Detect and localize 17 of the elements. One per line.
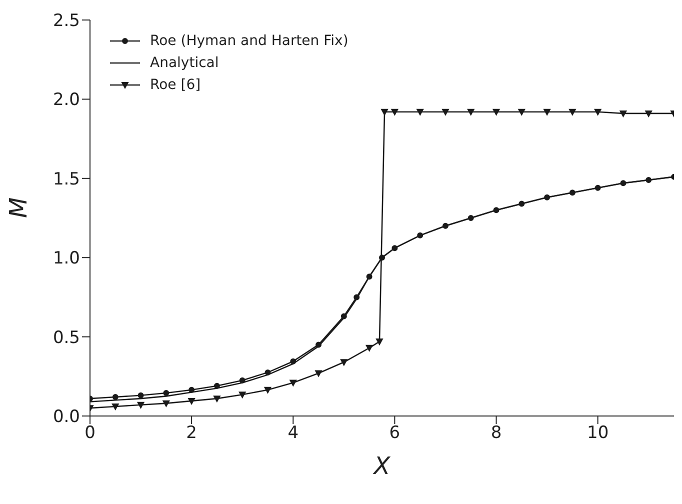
x-tick-label: 4 [288,423,299,444]
legend-label: Roe [6] [150,76,201,95]
x-tick-label: 6 [389,423,400,444]
y-tick-label: 2.5 [52,11,80,32]
y-tick-label: 0.0 [52,407,80,428]
y-tick-label: 0.5 [52,328,80,348]
x-tick-label: 8 [490,423,502,444]
legend-label: Roe (Hyman and Harten Fix) [150,32,348,51]
x-tick-label: 10 [587,423,609,444]
x-tick-label: 2 [186,423,197,444]
x-axis-title: X [372,452,391,480]
y-tick-label: 2.0 [52,90,80,110]
y-tick-label: 1.5 [52,169,80,190]
y-tick-label: 1.0 [52,248,80,269]
legend-label: Analytical [150,54,219,73]
x-tick-label: 0 [84,423,96,444]
y-axis-title: M [4,197,33,218]
